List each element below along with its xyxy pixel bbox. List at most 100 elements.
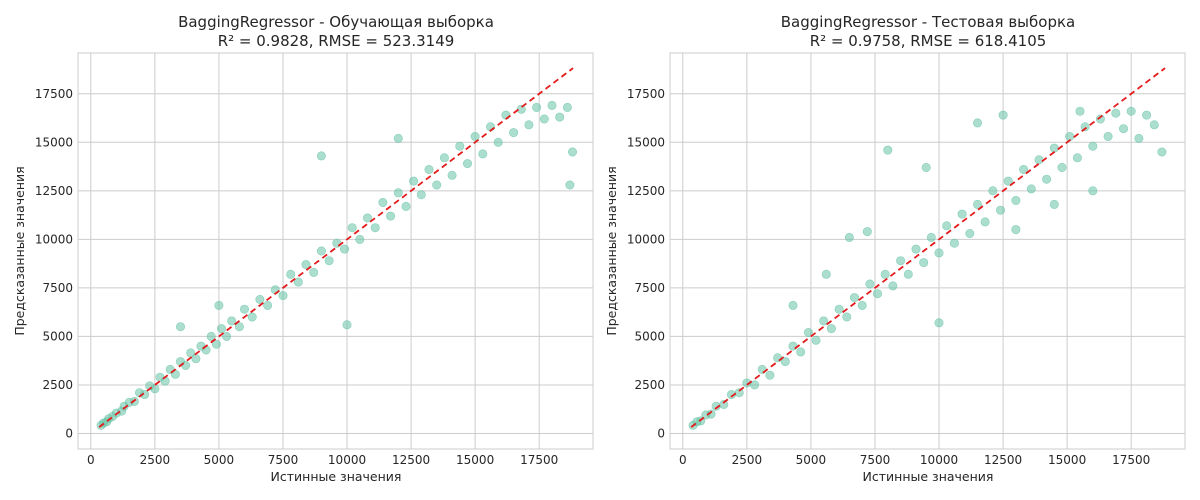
scatter-point: [896, 256, 906, 266]
scatter-point: [247, 312, 257, 322]
scatter-point: [524, 120, 534, 130]
scatter-point: [1111, 108, 1121, 118]
scatter-point: [988, 186, 998, 196]
scatter-point: [347, 223, 357, 233]
reference-line: [98, 67, 574, 428]
scatter-point: [1072, 153, 1082, 163]
scatter-point: [439, 153, 449, 163]
scatter-point: [532, 102, 542, 112]
scatter-point: [555, 112, 565, 122]
x-tick-labels: 0 2500 5000 7500 10000 12500 15000 17500: [87, 453, 558, 467]
scatter-point: [1011, 196, 1021, 206]
scatter-point: [1019, 165, 1029, 175]
x-tick-label: 12500: [984, 453, 1022, 467]
scatter-point: [865, 279, 875, 289]
y-tick-label: 15000: [35, 135, 73, 149]
scatter-point: [547, 100, 557, 110]
scatter-point: [1142, 110, 1152, 120]
scatter-point: [1157, 147, 1167, 157]
scatter-point: [539, 114, 549, 124]
scatter-point: [181, 360, 191, 370]
scatter-point: [447, 170, 457, 180]
scatter-point: [293, 277, 303, 287]
scatter-point: [883, 145, 893, 155]
scatter-point: [211, 339, 221, 349]
scatter-point: [222, 331, 232, 341]
scatter-point: [150, 384, 160, 394]
x-tick-label: 0: [87, 453, 95, 467]
scatter-point: [1134, 133, 1144, 143]
scatter-points: [688, 106, 1167, 430]
scatter-point: [903, 269, 913, 279]
scatter-point: [316, 246, 326, 256]
scatter-point: [217, 324, 227, 334]
y-tick-label: 10000: [627, 232, 665, 246]
scatter-point: [493, 137, 503, 147]
scatter-point: [1042, 174, 1052, 184]
scatter-point: [424, 165, 434, 175]
chart-title: BaggingRegressor - Обучающая выборка: [178, 13, 494, 31]
x-tick-label: 10000: [920, 453, 958, 467]
x-tick-label: 15000: [1048, 453, 1086, 467]
chart-subtitle: R² = 0.9758, RMSE = 618.4105: [810, 32, 1047, 50]
x-tick-label: 10000: [328, 453, 366, 467]
scatter-point: [301, 260, 311, 270]
x-tick-label: 12500: [392, 453, 430, 467]
scatter-point: [234, 322, 244, 332]
scatter-point: [834, 304, 844, 314]
panel-test: BaggingRegressor - Тестовая выборка R² =…: [604, 13, 1186, 484]
reference-line: [690, 67, 1166, 428]
scatter-point: [316, 151, 326, 161]
y-tick-label: 7500: [42, 281, 73, 295]
scatter-point: [286, 269, 296, 279]
y-tick-label: 12500: [35, 184, 73, 198]
scatter-point: [140, 390, 150, 400]
x-tick-label: 5000: [796, 453, 827, 467]
scatter-point: [567, 147, 577, 157]
chart-subtitle: R² = 0.9828, RMSE = 523.3149: [218, 32, 455, 50]
scatter-point: [263, 300, 273, 310]
x-tick-label: 7500: [268, 453, 299, 467]
scatter-point: [788, 341, 798, 351]
scatter-point: [227, 316, 237, 326]
y-axis-label: Предсказанные значения: [604, 166, 619, 335]
y-tick-labels: 0 2500 5000 7500 10000 12500 15000 17500: [35, 87, 73, 441]
y-tick-label: 2500: [634, 378, 665, 392]
scatter-point: [355, 234, 365, 244]
y-tick-label: 7500: [634, 281, 665, 295]
scatter-point: [765, 370, 775, 380]
scatter-point: [750, 380, 760, 390]
y-tick-label: 17500: [627, 87, 665, 101]
y-axis-label: Предсказанные значения: [12, 166, 27, 335]
y-tick-label: 15000: [627, 135, 665, 149]
scatter-point: [401, 201, 411, 211]
y-tick-labels: 0 2500 5000 7500 10000 12500 15000 17500: [627, 87, 665, 441]
scatter-point: [1103, 132, 1113, 142]
scatter-point: [1057, 163, 1067, 173]
x-tick-label: 2500: [140, 453, 171, 467]
scatter-point: [934, 318, 944, 328]
scatter-point: [757, 364, 767, 374]
scatter-point: [470, 132, 480, 142]
x-tick-label: 5000: [204, 453, 235, 467]
scatter-point: [1119, 124, 1129, 134]
scatter-point: [1126, 106, 1136, 116]
scatter-point: [788, 300, 798, 310]
y-tick-label: 12500: [627, 184, 665, 198]
x-tick-label: 17500: [520, 453, 558, 467]
scatter-point: [921, 163, 931, 173]
y-tick-label: 5000: [42, 329, 73, 343]
scatter-point: [191, 354, 201, 364]
scatter-point: [719, 399, 729, 409]
scatter-point: [773, 353, 783, 363]
scatter-point: [1003, 176, 1013, 186]
scatter-point: [844, 232, 854, 242]
scatter-point: [1049, 143, 1059, 153]
scatter-point: [362, 213, 372, 223]
scatter-point: [972, 118, 982, 128]
scatter-point: [462, 159, 472, 169]
scatter-point: [455, 141, 465, 151]
scatter-point: [857, 300, 867, 310]
scatter-point: [206, 331, 216, 341]
